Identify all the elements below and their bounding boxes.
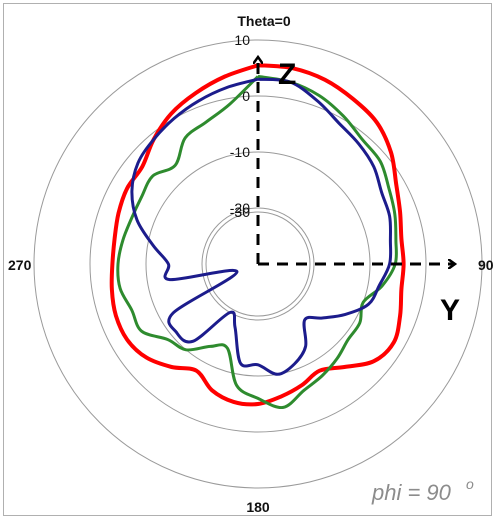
series-line-3 <box>130 77 393 376</box>
radial-tick-label: -30 <box>230 204 250 220</box>
coordinate-axes: Z Y <box>258 58 460 327</box>
phi-annotation-degree: o <box>466 476 474 492</box>
grid-ring <box>33 39 483 489</box>
series-line-2 <box>116 74 398 410</box>
grid-ring <box>201 207 315 321</box>
polar-grid <box>33 39 483 489</box>
series-line-1 <box>109 63 406 407</box>
radial-tick-label: -20 <box>230 200 250 216</box>
angle-label-0: Theta=0 <box>237 13 291 29</box>
radial-tick-labels: 10 0 -10 -20-30 <box>230 32 250 220</box>
phi-annotation-text: phi = 90 <box>371 480 452 505</box>
series-layer <box>109 63 406 410</box>
grid-ring <box>145 151 371 377</box>
radial-tick-label: 10 <box>234 32 250 48</box>
angle-label-180: 180 <box>246 499 270 515</box>
y-axis-label: Y <box>440 294 460 327</box>
angle-label-90: 90 <box>478 257 494 273</box>
grid-ring <box>89 95 427 433</box>
radial-tick-label: 0 <box>242 88 250 104</box>
phi-annotation: phi = 90 o <box>371 476 474 505</box>
radial-tick-label: -10 <box>230 144 250 160</box>
angle-labels: Theta=0 90 180 270 <box>8 13 494 515</box>
z-axis-label: Z <box>278 58 296 91</box>
grid-ring <box>205 211 311 317</box>
angle-label-270: 270 <box>8 257 32 273</box>
